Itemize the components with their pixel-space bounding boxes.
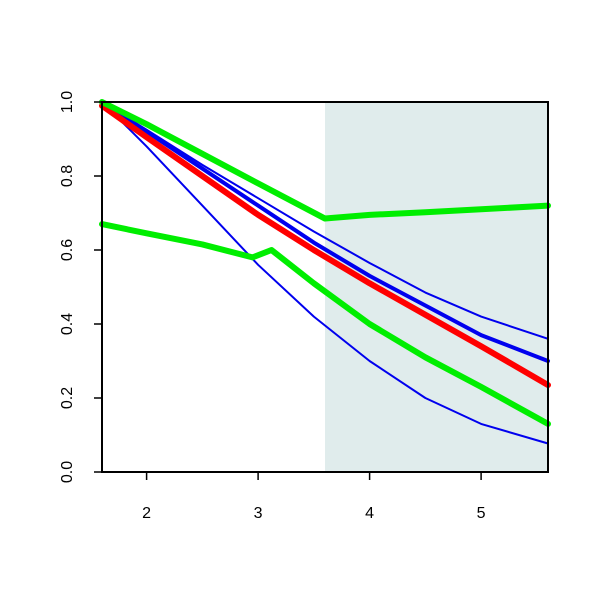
y-tick-label: 1.0 — [59, 91, 76, 113]
plot-frame — [101, 101, 549, 473]
series-line-6 — [99, 221, 551, 427]
series-line-1 — [101, 101, 549, 445]
y-tick-label: 0.2 — [59, 387, 76, 409]
y-axis: 0.0 0.2 0.4 0.6 0.8 1.0 — [59, 91, 102, 483]
x-tick-label: 4 — [365, 505, 374, 522]
y-tick-label: 0.4 — [59, 313, 76, 335]
x-tick-label: 2 — [142, 505, 151, 522]
x-tick-label: 5 — [477, 505, 486, 522]
shaded-region — [325, 102, 548, 472]
y-tick-label: 0.6 — [59, 239, 76, 261]
series-line-4 — [99, 102, 551, 389]
x-axis: 2 3 4 5 — [142, 472, 486, 522]
series-line-5 — [99, 99, 551, 222]
x-tick-label: 3 — [254, 505, 263, 522]
series-line-2 — [101, 101, 549, 340]
series-line-3 — [100, 100, 550, 363]
y-tick-label: 0.0 — [59, 461, 76, 483]
y-tick-label: 0.8 — [59, 165, 76, 187]
series-layer — [99, 99, 551, 445]
